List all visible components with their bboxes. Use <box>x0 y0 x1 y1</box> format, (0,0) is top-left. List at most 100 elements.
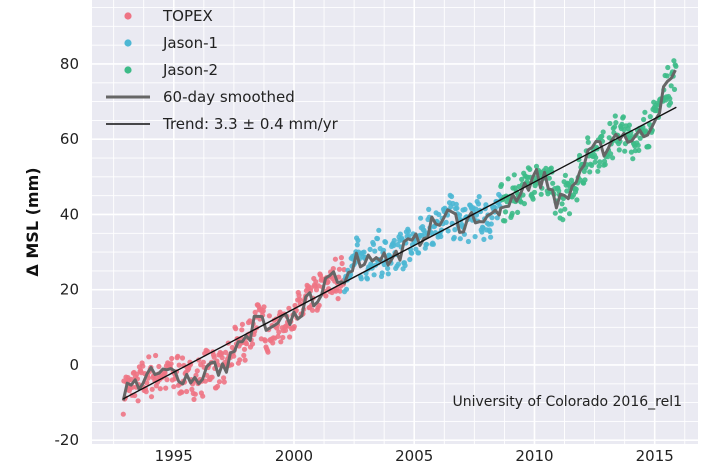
data-point <box>622 148 628 154</box>
y-tick-label: 60 <box>60 130 79 148</box>
data-point <box>574 197 580 203</box>
legend-marker-topex <box>124 12 132 20</box>
data-point <box>405 228 412 234</box>
y-axis-label: Δ MSL (mm) <box>23 167 42 276</box>
data-point <box>445 228 451 234</box>
data-point <box>438 233 444 240</box>
data-point <box>200 393 206 399</box>
y-tick-label: 80 <box>60 55 79 73</box>
data-point <box>376 227 382 233</box>
data-point <box>221 375 227 381</box>
x-tick-label: 2000 <box>275 447 313 465</box>
data-point <box>176 362 182 368</box>
data-point <box>592 159 598 165</box>
data-point <box>430 241 436 247</box>
data-point <box>164 377 170 383</box>
data-point <box>296 292 302 298</box>
data-point <box>664 73 670 79</box>
data-point <box>163 385 169 391</box>
data-point <box>667 96 673 102</box>
data-point <box>462 206 468 212</box>
data-point <box>385 265 391 271</box>
data-point <box>599 133 605 139</box>
data-point <box>531 189 538 195</box>
data-point <box>169 355 175 362</box>
data-point <box>135 398 141 404</box>
data-point <box>552 210 558 216</box>
data-point <box>610 155 616 161</box>
data-point <box>223 349 229 355</box>
data-point <box>637 135 643 141</box>
series-lines <box>121 69 677 401</box>
data-point <box>243 341 250 347</box>
y-tick-label: 20 <box>60 281 79 299</box>
data-point <box>364 276 370 282</box>
legend: TOPEX Jason-1 Jason-2 60-day smoothed Trend:… <box>106 7 339 133</box>
data-point <box>221 379 227 385</box>
data-point <box>338 255 344 261</box>
x-tick-label: 1995 <box>155 447 193 465</box>
data-point <box>597 159 603 165</box>
data-point <box>457 236 463 242</box>
data-point <box>184 388 190 395</box>
data-point <box>548 165 554 171</box>
data-point <box>270 340 276 346</box>
y-axis-ticks: -20 0 20 40 60 80 <box>55 55 80 449</box>
data-point <box>494 215 500 221</box>
data-point <box>370 241 377 247</box>
data-point <box>286 305 292 311</box>
data-point <box>511 172 517 178</box>
data-point <box>323 293 329 299</box>
data-point <box>261 304 267 310</box>
data-point <box>391 237 397 244</box>
y-tick-label: 40 <box>60 205 79 223</box>
data-point <box>635 142 641 148</box>
data-point <box>397 231 403 237</box>
legend-marker-jason-2 <box>124 66 132 74</box>
data-point <box>595 168 601 174</box>
data-point <box>562 206 568 212</box>
data-point <box>219 355 225 361</box>
data-point <box>613 120 619 126</box>
data-point <box>313 279 319 285</box>
data-point <box>275 333 281 339</box>
data-point <box>483 202 489 208</box>
data-point <box>209 374 215 380</box>
data-point <box>505 176 511 182</box>
data-point <box>292 302 298 309</box>
data-point <box>559 201 565 207</box>
data-point <box>407 256 413 263</box>
data-point <box>606 135 612 141</box>
data-point <box>179 355 186 361</box>
data-point <box>443 219 449 225</box>
data-point <box>562 172 569 178</box>
data-point <box>153 352 159 359</box>
data-point <box>146 354 152 360</box>
data-point <box>395 261 401 267</box>
data-point <box>144 380 150 386</box>
data-point <box>241 352 247 358</box>
data-point <box>171 384 177 390</box>
data-point <box>406 233 412 239</box>
y-tick-label: 0 <box>69 356 79 374</box>
data-point <box>367 246 373 252</box>
data-point <box>266 313 272 319</box>
data-point <box>168 361 174 367</box>
data-point <box>241 346 248 352</box>
data-point <box>260 308 266 314</box>
smoothed-line <box>121 69 677 401</box>
data-point <box>509 210 515 216</box>
data-point <box>476 194 482 200</box>
data-point <box>265 349 271 355</box>
data-point <box>647 114 653 120</box>
data-point <box>550 180 556 186</box>
data-point <box>242 357 248 363</box>
data-point <box>616 147 622 153</box>
data-point <box>449 193 455 200</box>
data-point <box>556 188 562 194</box>
data-point <box>671 86 678 92</box>
data-point <box>642 109 648 115</box>
data-point <box>475 201 482 207</box>
data-point <box>149 386 155 392</box>
